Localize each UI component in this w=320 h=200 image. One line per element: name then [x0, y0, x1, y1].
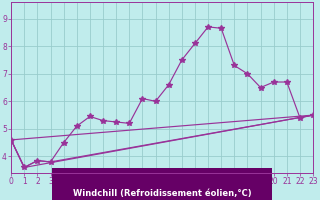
X-axis label: Windchill (Refroidissement éolien,°C): Windchill (Refroidissement éolien,°C) — [73, 189, 252, 198]
